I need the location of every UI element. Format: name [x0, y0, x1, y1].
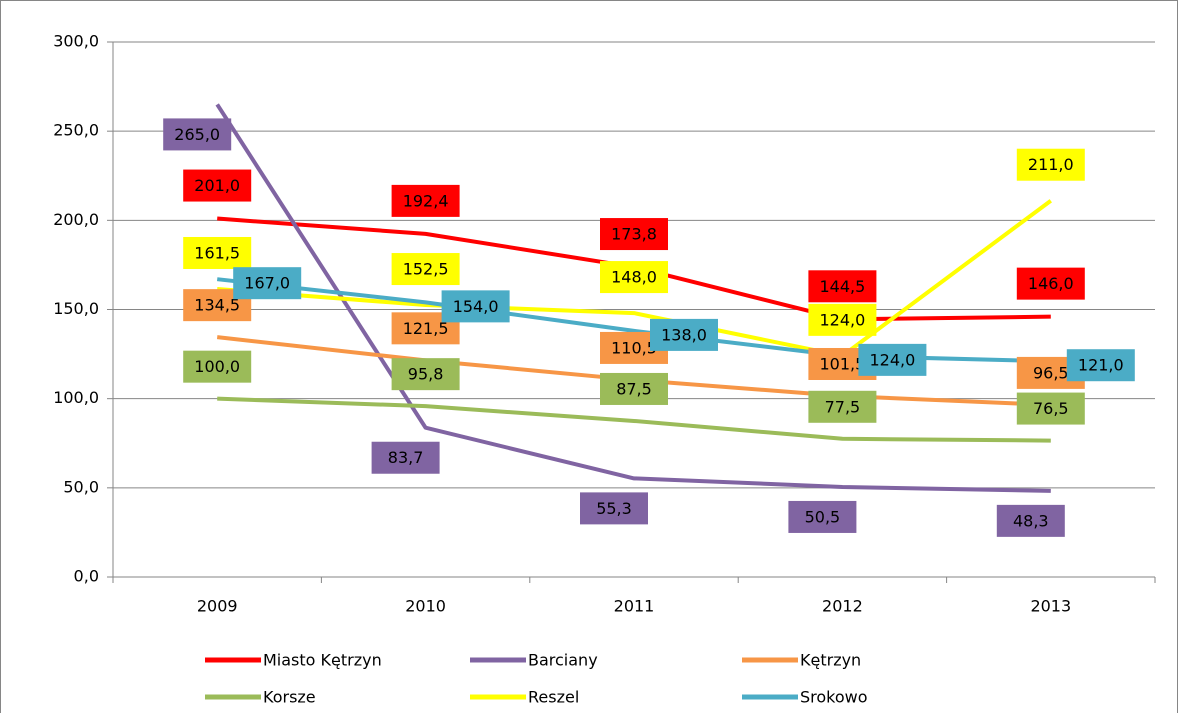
data-label: 48,3: [1013, 511, 1049, 530]
data-label-box: [183, 236, 252, 269]
data-label: 144,5: [819, 277, 865, 296]
data-label-box: [1066, 349, 1135, 382]
y-tick-label: 300,0: [53, 32, 99, 51]
legend-label: Reszel: [528, 688, 579, 707]
data-label-box: [650, 318, 718, 351]
data-label: 148,0: [611, 268, 657, 287]
data-label: 124,0: [819, 310, 865, 329]
y-tick-label: 100,0: [53, 388, 99, 407]
data-label-box: [1016, 267, 1085, 300]
y-tick-label: 200,0: [53, 210, 99, 229]
data-label-box: [580, 492, 648, 525]
data-label: 83,7: [388, 448, 424, 467]
x-tick-label: 2010: [405, 597, 446, 616]
data-label-box: [391, 184, 460, 217]
data-label: 134,5: [194, 296, 240, 315]
data-label: 124,0: [869, 350, 915, 369]
legend-label: Kętrzyn: [800, 651, 861, 670]
data-label: 77,5: [825, 397, 861, 416]
data-label-box: [441, 290, 510, 323]
data-label: 154,0: [453, 297, 499, 316]
legend-label: Korsze: [263, 688, 316, 707]
series-line: [217, 396, 1051, 443]
data-label-box: [391, 358, 460, 391]
data-label: 55,3: [596, 499, 632, 518]
legend-label: Srokowo: [800, 688, 868, 707]
data-label-box: [996, 504, 1065, 537]
data-label: 265,0: [174, 125, 220, 144]
data-label: 76,5: [1033, 399, 1069, 418]
data-label: 161,5: [194, 243, 240, 262]
data-label: 146,0: [1028, 274, 1074, 293]
data-label: 121,0: [1078, 356, 1124, 375]
data-label: 96,5: [1033, 363, 1069, 382]
data-label: 121,5: [403, 319, 449, 338]
data-label: 152,5: [403, 260, 449, 279]
data-label-box: [183, 350, 252, 383]
data-label: 95,8: [408, 365, 444, 384]
y-tick-label: 50,0: [63, 477, 99, 496]
data-label-box: [1016, 392, 1085, 425]
y-tick-label: 150,0: [53, 299, 99, 318]
data-label-box: [808, 303, 877, 336]
data-label: 173,8: [611, 225, 657, 244]
data-label-box: [858, 343, 927, 376]
data-label: 211,0: [1028, 155, 1074, 174]
data-label: 87,5: [616, 379, 652, 398]
data-label-box: [600, 372, 668, 405]
x-tick-label: 2009: [197, 597, 238, 616]
data-label: 138,0: [661, 325, 707, 344]
series-line: [215, 103, 1051, 493]
data-label-box: [600, 218, 668, 251]
x-tick-label: 2011: [614, 597, 655, 616]
data-label-box: [808, 270, 877, 303]
data-label: 201,0: [194, 176, 240, 195]
legend-label: Miasto Kętrzyn: [263, 651, 382, 670]
data-label-box: [371, 441, 440, 474]
series-line: [217, 199, 1052, 358]
data-label-box: [183, 169, 252, 202]
legend-label: Barciany: [528, 651, 598, 670]
data-label-box: [600, 261, 668, 294]
data-label: 100,0: [194, 357, 240, 376]
data-label-box: [808, 390, 877, 423]
x-tick-label: 2013: [1030, 597, 1071, 616]
data-label-box: [163, 118, 232, 151]
data-label: 192,4: [403, 191, 449, 210]
x-tick-label: 2012: [822, 597, 863, 616]
data-label-box: [233, 267, 302, 300]
data-label: 50,5: [805, 507, 841, 526]
data-label: 110,5: [611, 338, 657, 357]
data-label: 167,0: [244, 274, 290, 293]
data-label-box: [788, 500, 857, 533]
data-label-box: [391, 253, 460, 286]
y-tick-label: 250,0: [53, 121, 99, 140]
data-label-box: [1016, 148, 1085, 181]
y-tick-label: 0,0: [74, 567, 99, 586]
data-label: 101,5: [819, 354, 865, 373]
